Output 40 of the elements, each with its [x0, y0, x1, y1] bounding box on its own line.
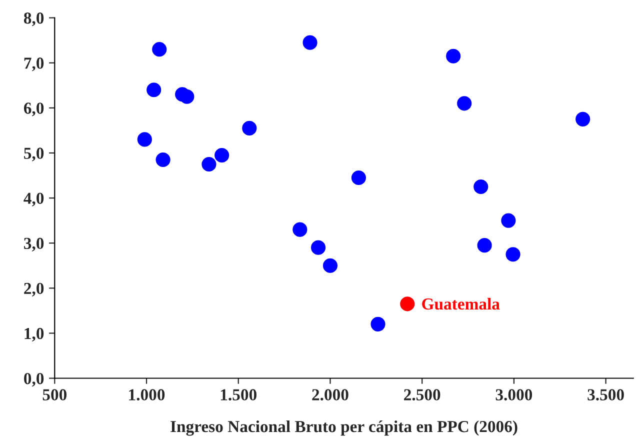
- annotation: Guatemala: [422, 298, 500, 310]
- point: [242, 120, 257, 136]
- y-tick-label: 6,0: [24, 102, 44, 116]
- point: [576, 112, 590, 126]
- x-tick-label: 2.000: [312, 389, 348, 400]
- x-axis-title: Ingreso Nacional Bruto per cápita en PPC (2006): [170, 420, 518, 436]
- point: [137, 132, 152, 147]
- y-tick-label: 7,0: [24, 58, 44, 72]
- point: [292, 222, 308, 237]
- point: [506, 247, 520, 262]
- x-tick-label: 1.500: [220, 389, 256, 400]
- x-tick-label: 500: [42, 389, 67, 400]
- x-tick-label: 3.500: [588, 389, 624, 400]
- point: [311, 240, 326, 255]
- y-tick-label: 3,0: [24, 238, 44, 252]
- point: [322, 258, 338, 273]
- point: [351, 170, 366, 186]
- x-tick-label: 2.500: [404, 389, 440, 400]
- point: [446, 48, 461, 64]
- point: [400, 296, 415, 312]
- point: [152, 42, 167, 57]
- point: [477, 238, 492, 253]
- y-tick-label: 2,0: [24, 282, 44, 296]
- point: [156, 152, 170, 168]
- point: [180, 89, 194, 104]
- y-tick-label: 4,0: [24, 192, 44, 206]
- point: [501, 213, 516, 228]
- point: [457, 96, 472, 111]
- x-tick-label: 1.000: [129, 389, 165, 400]
- point: [202, 156, 216, 172]
- point: [474, 179, 488, 194]
- y-tick-label: 1,0: [24, 328, 44, 342]
- point: [302, 35, 318, 50]
- y-tick-label: 0,0: [24, 372, 44, 387]
- y-tick-label: 8,0: [24, 12, 44, 26]
- x-tick-label: 3.000: [496, 389, 532, 400]
- y-tick-label: 5,0: [24, 148, 44, 162]
- point: [214, 148, 230, 163]
- point: [370, 316, 386, 332]
- point: [146, 82, 162, 98]
